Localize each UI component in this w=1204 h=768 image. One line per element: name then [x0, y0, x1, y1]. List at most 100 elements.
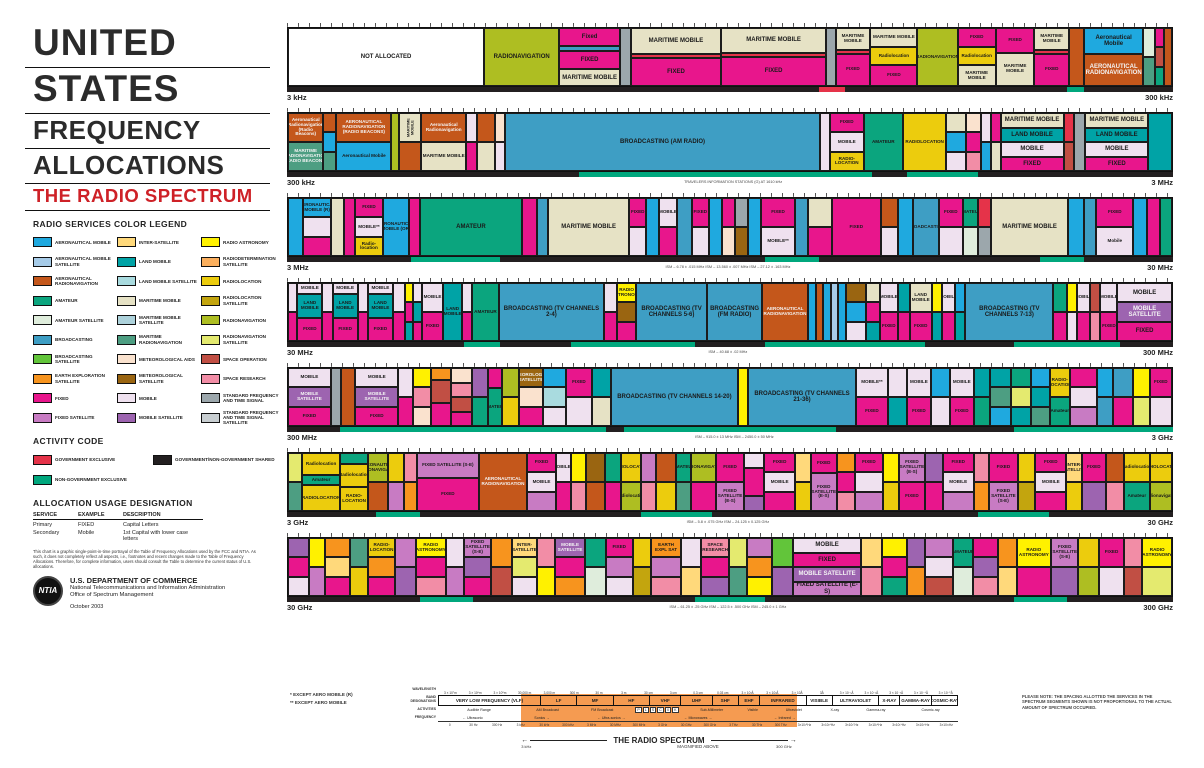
allocation-column: METEOROLOGICAL SATELLITE [518, 368, 544, 426]
allocation-block [854, 491, 884, 511]
allocation-label: LAND MOBILE [300, 300, 319, 311]
allocation-block [288, 538, 309, 558]
allocation-block [605, 576, 633, 596]
allocation-column: MOBILE [1076, 283, 1091, 341]
allocation-column [1063, 113, 1075, 171]
allocation-label: FIXED [362, 204, 376, 210]
allocation-label: FIXED SATELLITE (S-E) [422, 461, 474, 467]
allocation-label: INTER- SATELLITE [512, 541, 537, 552]
allocation-column: MOBILE** [555, 453, 572, 511]
legend-label: RADIOLOCATION [223, 278, 262, 284]
allocation-block: MOBILE SATELLITE [1117, 302, 1172, 322]
allocation-block [565, 397, 593, 426]
allocation-label: FIXED [849, 223, 864, 229]
allocation-column: FIXED [938, 198, 963, 256]
underbar-segment [978, 512, 1049, 517]
underbar-segment [1013, 427, 1173, 432]
allocation-block: FIXED [1098, 538, 1125, 567]
wavelength-tick: 3 cm [669, 691, 677, 695]
allocation-block: AERONAUTICAL RADIONAVIGATION [1083, 53, 1144, 86]
allocation-column [1147, 198, 1161, 256]
allocation-block: FIXED SATELLITE (E-S) [898, 453, 926, 482]
allocation-block: MOBILE SATELLITE [792, 567, 862, 582]
band-end-frequency: 30 GHz [1147, 517, 1173, 527]
allocation-block: FIXED [1034, 53, 1070, 86]
allocation-block [977, 227, 991, 256]
underbar-segment [641, 512, 713, 517]
legend-item: METEOROLOGICAL SATELLITE [117, 369, 201, 389]
em-band-cell: VHF [650, 696, 682, 705]
allocation-column: NOT ALLOCATED [288, 28, 485, 86]
legend-label: METEOROLOGICAL SATELLITE [139, 373, 183, 384]
allocation-block [511, 557, 537, 577]
allocation-label: AMATEUR [952, 549, 974, 555]
allocation-block [1017, 453, 1036, 482]
caption-rule [530, 740, 608, 741]
footer: NTIA U.S. DEPARTMENT OF COMMERCE Nationa… [33, 575, 275, 610]
dept-block: U.S. DEPARTMENT OF COMMERCE National Tel… [70, 576, 225, 610]
allocation-column: MARITIME MOBILE Radiolocation FIXED [870, 28, 918, 86]
allocation-block [1078, 538, 1099, 567]
wavelength-tick: 30 cm [644, 691, 653, 695]
allocation-block: Radiolocation [1123, 453, 1151, 482]
underbar-segment [287, 597, 420, 602]
allocation-block [938, 227, 963, 256]
allocation-block [288, 576, 309, 596]
allocation-block [946, 132, 967, 152]
allocation-block: MOBILE [1100, 283, 1118, 312]
allocation-block [1142, 567, 1173, 596]
allocation-column: MOBILE [941, 283, 956, 341]
allocation-column [861, 538, 882, 596]
allocation-block: BROADCASTING (AM RADIO) [504, 113, 821, 171]
radar-letter: X [664, 707, 672, 713]
allocation-block [656, 453, 677, 482]
legend-item: SPACE RESEARCH [201, 369, 283, 389]
allocation-column: MARITIME MOBILE FIXED [630, 28, 722, 86]
allocation-block [691, 482, 716, 511]
allocation-column: RADIO ASTRONOMY [415, 538, 446, 596]
legend-label: LAND MOBILE SATELLITE [139, 278, 197, 284]
allocation-block [404, 283, 414, 303]
legend-item: AERONAUTICAL RADIONAVIGATION [33, 272, 117, 292]
allocation-label: RADIONAVIGATION [493, 53, 550, 60]
allocation-block [584, 538, 606, 567]
allocation-column: FIXED SATELLITE (S-E) [463, 538, 492, 596]
underbar-segment [845, 87, 1067, 92]
underbar-segment [375, 512, 420, 517]
allocation-column: FIXED SATELLITE (E-S) FIXED [898, 453, 926, 511]
allocation-label: Amateur [1050, 408, 1070, 414]
allocation-block: Radiolocation [870, 46, 918, 66]
allocation-block [866, 321, 880, 341]
allocation-column [1124, 538, 1143, 596]
allocation-block [1112, 368, 1134, 397]
allocation-label: FIXED [303, 325, 317, 331]
allocation-label: FIXED SATELLITE (E-S) [717, 488, 743, 503]
allocation-label: MOBILE [300, 285, 319, 291]
allocation-label: MARITIME MOBILE [422, 153, 465, 159]
allocation-label: MOBILE [879, 294, 898, 300]
legend-label: FIXED [55, 395, 69, 401]
allocation-column [744, 453, 765, 511]
allocation-block: FIXED [989, 453, 1018, 482]
allocation-block [747, 557, 773, 577]
allocation-block [825, 28, 836, 86]
allocation-block [925, 453, 943, 482]
allocation-label: Aeronautical Mobile [1095, 34, 1132, 47]
allocation-label: MOBILE [949, 478, 968, 484]
activity-underbar [287, 512, 1173, 517]
allocation-column: FIXED MOBILE RADIO- LOCATION [830, 113, 864, 171]
allocation-label: FIXED [1135, 328, 1154, 335]
allocation-block [1148, 113, 1173, 171]
allocation-column [537, 198, 549, 256]
allocation-block: FIXED [715, 453, 745, 482]
allocation-column [323, 113, 337, 171]
allocation-column [747, 538, 773, 596]
frequency-ticks [287, 190, 1173, 197]
allocation-block [955, 283, 966, 312]
band-start-frequency: 300 MHz [287, 432, 318, 442]
allocation-label: FIXED [1154, 379, 1168, 385]
allocation-label: MOBILE [952, 379, 971, 385]
allocation-blocks: MOBILE MOBILE SATELLITE FIXED MOBILE MOBILE … [287, 367, 1173, 427]
allocation-block [559, 46, 621, 52]
allocation-column [1164, 28, 1173, 86]
